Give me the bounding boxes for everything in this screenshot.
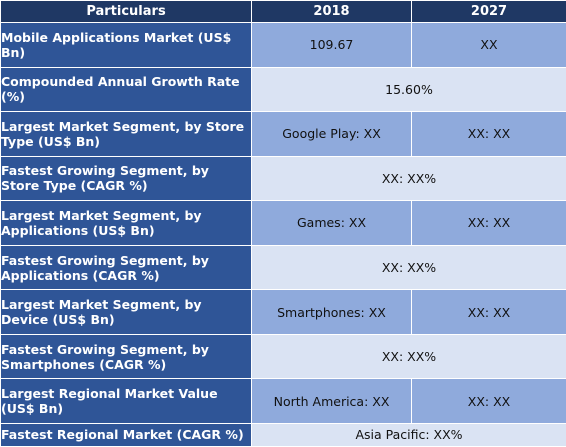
row-label: Largest Market Segment, by Applications … [0,200,252,246]
value-2027: XX: XX [411,200,566,246]
value-2027: XX: XX [411,111,566,157]
value-2018: Google Play: XX [251,111,412,157]
header-2027: 2027 [411,0,566,23]
table-row: Largest Market Segment, by Device (US$ B… [0,289,566,335]
value-2027: XX [411,22,566,68]
value-2018: Games: XX [251,200,412,246]
value-2018: North America: XX [251,378,412,424]
value-2018: Smartphones: XX [251,289,412,335]
row-label: Largest Regional Market Value (US$ Bn) [0,378,252,424]
header-particulars: Particulars [0,0,252,23]
row-label: Fastest Regional Market (CAGR %) [0,422,252,447]
row-label: Mobile Applications Market (US$ Bn) [0,22,252,68]
value-merged: XX: XX% [251,244,566,291]
row-label: Fastest Growing Segment, by Smartphones … [0,333,252,380]
table-header-row: Particulars 2018 2027 [0,0,566,23]
table-row: Largest Market Segment, by Applications … [0,200,566,246]
table-row: Fastest Growing Segment, by Applications… [0,244,566,291]
row-label: Fastest Growing Segment, by Store Type (… [0,155,252,202]
value-merged: XX: XX% [251,333,566,380]
value-merged: 15.60% [251,66,566,113]
table-row: Fastest Regional Market (CAGR %) Asia Pa… [0,422,566,447]
table-row: Fastest Growing Segment, by Smartphones … [0,333,566,380]
row-label: Largest Market Segment, by Device (US$ B… [0,289,252,335]
table-row: Mobile Applications Market (US$ Bn) 109.… [0,22,566,68]
table-row: Largest Market Segment, by Store Type (U… [0,111,566,157]
value-2027: XX: XX [411,378,566,424]
value-2018: 109.67 [251,22,412,68]
value-merged: XX: XX% [251,155,566,202]
row-label: Compounded Annual Growth Rate (%) [0,66,252,113]
header-2018: 2018 [251,0,412,23]
row-label: Fastest Growing Segment, by Applications… [0,244,252,291]
table-row: Fastest Growing Segment, by Store Type (… [0,155,566,202]
value-merged: Asia Pacific: XX% [251,422,566,447]
table-row: Compounded Annual Growth Rate (%) 15.60% [0,66,566,113]
value-2027: XX: XX [411,289,566,335]
row-label: Largest Market Segment, by Store Type (U… [0,111,252,157]
table-row: Largest Regional Market Value (US$ Bn) N… [0,378,566,424]
